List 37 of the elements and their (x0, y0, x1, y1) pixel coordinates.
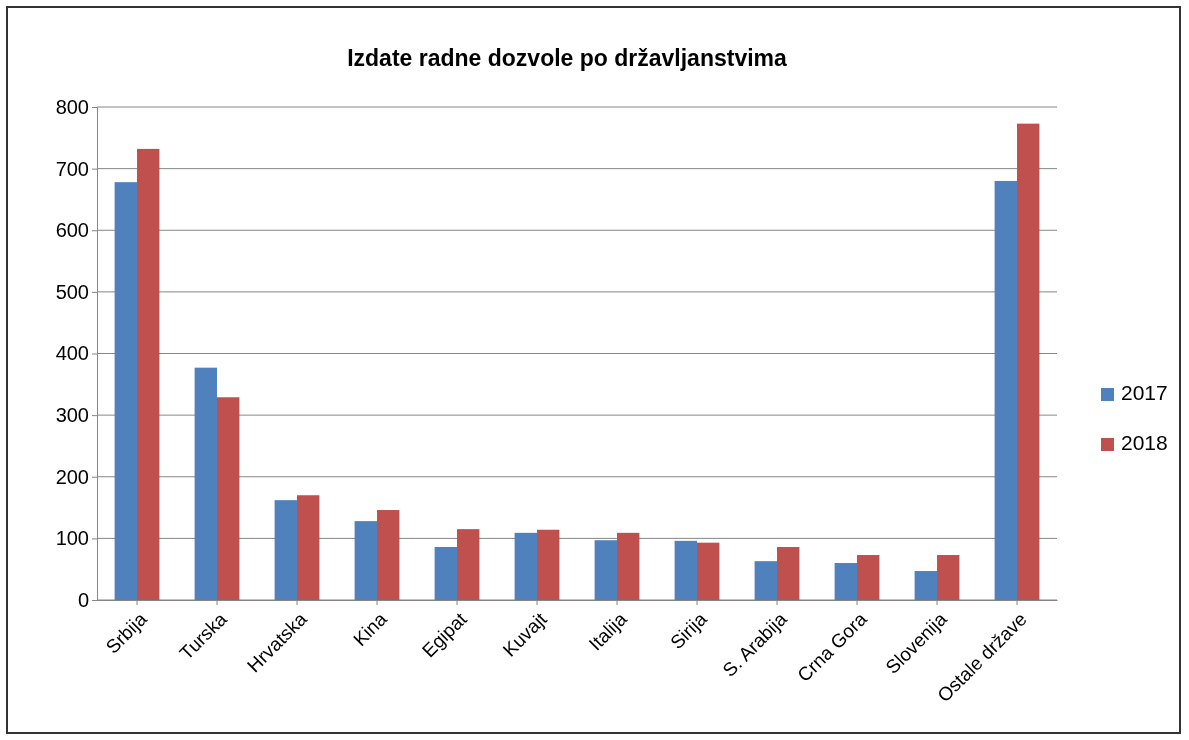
y-tick-label: 800 (55, 95, 89, 118)
bar (594, 540, 617, 600)
bar (754, 561, 777, 600)
bar (994, 180, 1017, 600)
chart-title: Izdate radne dozvole po državljanstvima (347, 45, 788, 71)
bar (274, 500, 297, 600)
bar (114, 182, 137, 600)
bar (617, 532, 640, 600)
y-tick-label: 300 (55, 404, 89, 427)
bar (777, 547, 800, 600)
bar (194, 367, 217, 600)
bar (914, 571, 937, 600)
bar (434, 547, 457, 600)
y-tick-label: 500 (55, 280, 89, 303)
bar (457, 529, 480, 600)
legend-label: 2018 (1121, 431, 1168, 454)
bar (537, 529, 560, 600)
bar (697, 542, 720, 600)
y-tick-label: 400 (55, 342, 89, 365)
bar (834, 563, 857, 600)
legend-label: 2017 (1121, 381, 1168, 404)
bar (937, 555, 960, 600)
bar (377, 510, 400, 600)
y-tick-label: 700 (55, 157, 89, 180)
bar (857, 555, 880, 600)
y-tick-label: 0 (77, 588, 89, 611)
y-tick-label: 100 (55, 527, 89, 550)
bar (1017, 123, 1040, 600)
bar (514, 532, 537, 600)
bar (137, 148, 160, 600)
bar (297, 495, 320, 600)
bar (674, 540, 697, 600)
bar (217, 397, 240, 600)
y-tick-label: 200 (55, 465, 89, 488)
bar (354, 521, 377, 600)
y-tick-label: 600 (55, 219, 89, 242)
x-tick-label: Kina (349, 608, 392, 651)
